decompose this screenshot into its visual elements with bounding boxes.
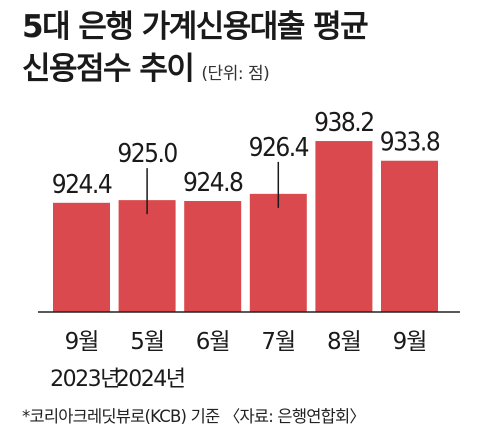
year-label-1: 2023년 [50, 367, 119, 392]
bar-5 [315, 141, 373, 312]
year-label-2: 2024년 [116, 367, 185, 392]
value-label-2: 925.0 [117, 139, 177, 169]
month-label-5: 8월 [327, 329, 361, 355]
value-label-6: 933.8 [380, 128, 440, 158]
value-label-5: 938.2 [314, 108, 373, 138]
chart-title: 5대 은행 가계신용대출 평균 신용점수 추이 (단위: 점) [22, 6, 369, 95]
value-label-1: 924.4 [52, 170, 112, 200]
bar-3 [184, 201, 242, 312]
bar-4 [249, 193, 307, 312]
chart-title-line2-wrap: 신용점수 추이 (단위: 점) [22, 48, 367, 95]
value-label-4: 926.4 [249, 133, 309, 163]
bar-2 [118, 200, 176, 312]
month-label-6: 9월 [393, 329, 427, 355]
chart-title-line1: 5대 은행 가계신용대출 평균 [22, 9, 369, 45]
bar-6 [381, 160, 438, 312]
bar-1 [53, 202, 110, 312]
value-label-3: 924.8 [183, 168, 243, 198]
month-label-4: 7월 [261, 329, 295, 355]
chart-title-line2: 신용점수 추이 [22, 51, 195, 87]
unit-label: (단위: 점) [201, 64, 270, 84]
source-note: *코리아크레딧뷰로(KCB) 기준 〈자료: 은행연합회〉 [22, 407, 366, 426]
month-label-1: 9월 [65, 329, 99, 355]
month-label-3: 6월 [196, 329, 230, 355]
month-label-2: 5월 [130, 329, 164, 355]
